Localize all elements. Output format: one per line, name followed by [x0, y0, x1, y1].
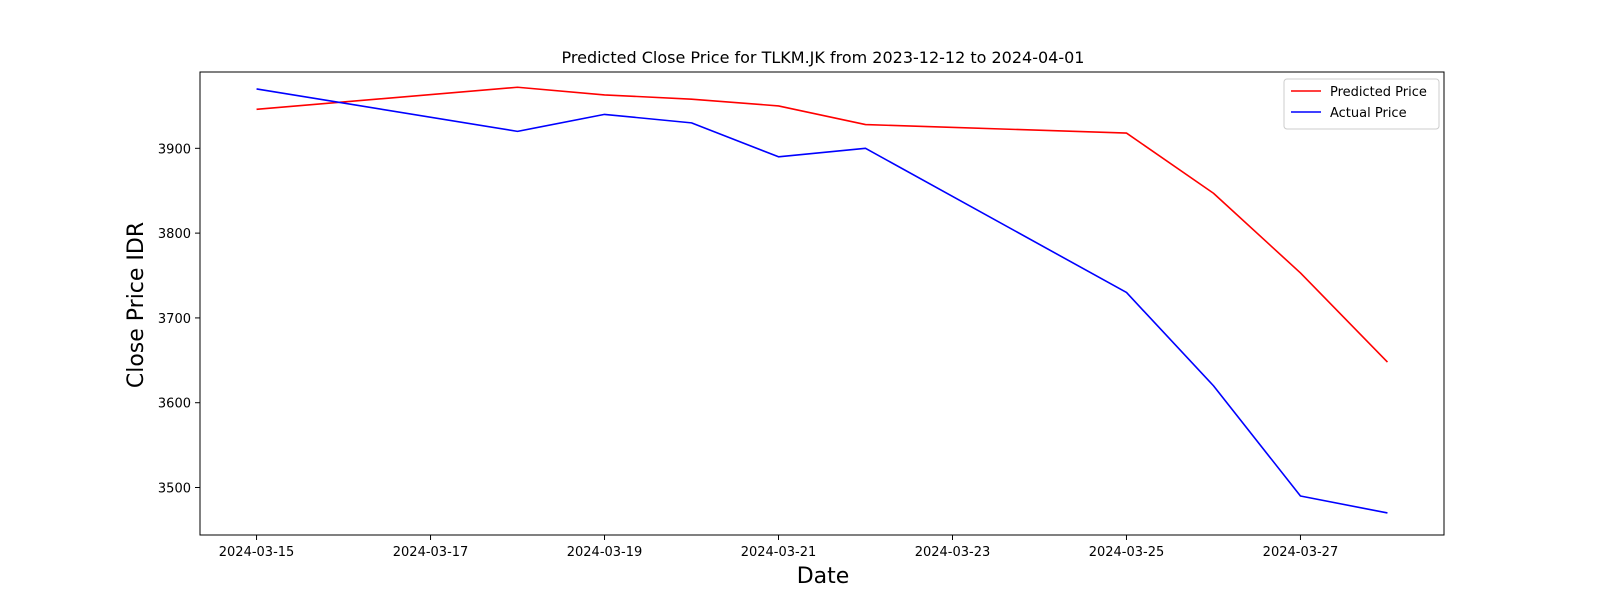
x-tick-label: 2024-03-19: [567, 545, 643, 560]
legend: Predicted Price Actual Price: [1283, 78, 1440, 130]
x-tick-label: 2024-03-21: [741, 545, 817, 560]
y-tick-label: 3800: [158, 227, 191, 242]
x-axis-label: Date: [797, 564, 850, 589]
y-tick-label: 3500: [158, 482, 191, 497]
legend-box: [1283, 78, 1440, 130]
plot-frame: [199, 71, 1445, 536]
x-tick-label: 2024-03-17: [393, 545, 469, 560]
y-tick-label: 3700: [158, 312, 191, 327]
legend-label-1: Actual Price: [1330, 106, 1407, 121]
y-axis-label: Close Price IDR: [124, 222, 149, 388]
series-line-1: [256, 88, 1388, 514]
x-tick-label: 2024-03-27: [1263, 545, 1339, 560]
x-tick-label: 2024-03-23: [915, 545, 991, 560]
series-line-0: [256, 86, 1389, 363]
y-axis-ticks: 3500 3600 3700 3800 3900: [158, 142, 200, 497]
y-tick-label: 3600: [158, 397, 191, 412]
y-tick-label: 3900: [158, 142, 191, 157]
legend-label-0: Predicted Price: [1330, 85, 1427, 100]
chart-title: Predicted Close Price for TLKM.JK from 2…: [562, 48, 1085, 67]
x-tick-label: 2024-03-25: [1089, 545, 1165, 560]
plot-area: [199, 71, 1445, 536]
x-axis-ticks: 2024-03-15 2024-03-17 2024-03-19 2024-03-21…: [219, 535, 1338, 560]
x-tick-label: 2024-03-15: [219, 545, 295, 560]
